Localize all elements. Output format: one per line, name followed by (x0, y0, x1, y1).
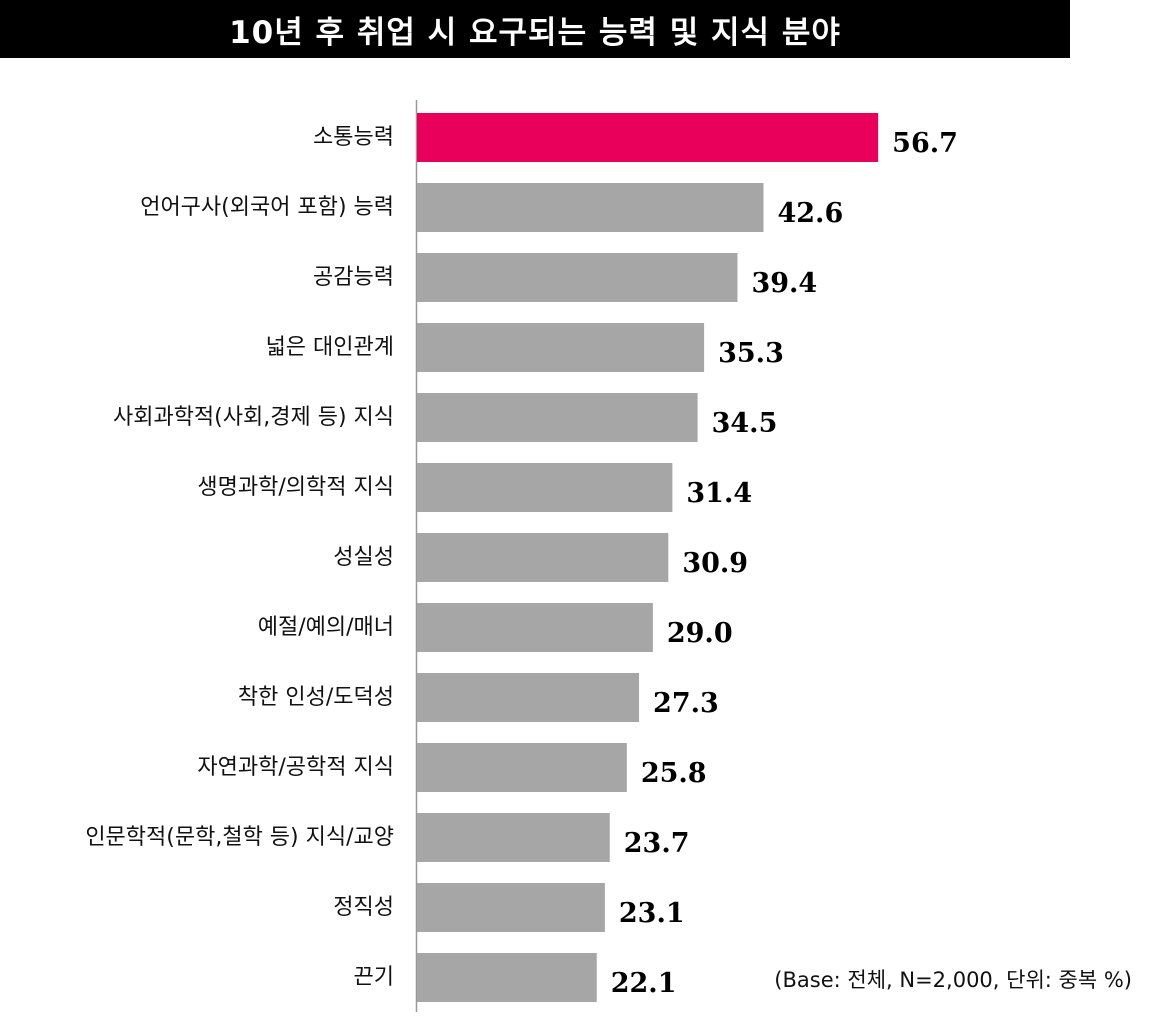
value-label-9: 27.3 (653, 688, 719, 719)
category-label-12: 정직성 (333, 895, 394, 920)
category-label-7: 성실성 (333, 545, 394, 570)
bar-1 (417, 113, 879, 162)
value-label-6: 31.4 (686, 478, 752, 509)
value-label-13: 22.1 (611, 968, 677, 999)
value-label-11: 23.7 (624, 828, 690, 859)
category-label-4: 넓은 대인관계 (266, 335, 394, 360)
category-label-1: 소통능력 (313, 125, 394, 150)
bars-group (417, 113, 879, 1002)
bar-7 (417, 533, 669, 582)
value-label-8: 29.0 (667, 618, 733, 649)
base-note: (Base: 전체, N=2,000, 단위: 중복 %) (774, 968, 1132, 992)
bar-4 (417, 323, 705, 372)
category-label-13: 끈기 (354, 965, 394, 990)
category-label-8: 예절/예의/매너 (258, 615, 394, 640)
category-label-10: 자연과학/공학적 지식 (197, 755, 394, 780)
value-label-4: 35.3 (718, 338, 784, 369)
value-label-12: 23.1 (619, 898, 685, 929)
category-label-6: 생명과학/의학적 지식 (197, 475, 394, 500)
bar-2 (417, 183, 764, 232)
bar-5 (417, 393, 698, 442)
bar-12 (417, 883, 605, 932)
category-label-3: 공감능력 (313, 265, 394, 290)
value-labels-group: 56.7 42.6 39.4 35.3 34.5 31.4 30.9 29.0 27.3 25.8… (611, 128, 958, 999)
bar-9 (417, 673, 640, 722)
value-label-10: 25.8 (641, 758, 707, 789)
chart-title: 10년 후 취업 시 요구되는 능력 및 지식 분야 (0, 0, 1070, 58)
bar-11 (417, 813, 610, 862)
bar-10 (417, 743, 627, 792)
value-label-7: 30.9 (682, 548, 748, 579)
category-label-9: 착한 인성/도덕성 (238, 685, 394, 710)
category-label-5: 사회과학적(사회,경제 등) 지식 (113, 405, 394, 430)
value-label-3: 39.4 (751, 268, 817, 299)
bar-6 (417, 463, 673, 512)
value-label-1: 56.7 (892, 128, 958, 159)
bar-8 (417, 603, 653, 652)
bar-13 (417, 953, 597, 1002)
category-label-2: 언어구사(외국어 포함) 능력 (140, 195, 394, 220)
bar-3 (417, 253, 738, 302)
value-label-5: 34.5 (712, 408, 778, 439)
value-label-2: 42.6 (777, 198, 843, 229)
category-label-11: 인문학적(문학,철학 등) 지식/교양 (85, 825, 394, 850)
